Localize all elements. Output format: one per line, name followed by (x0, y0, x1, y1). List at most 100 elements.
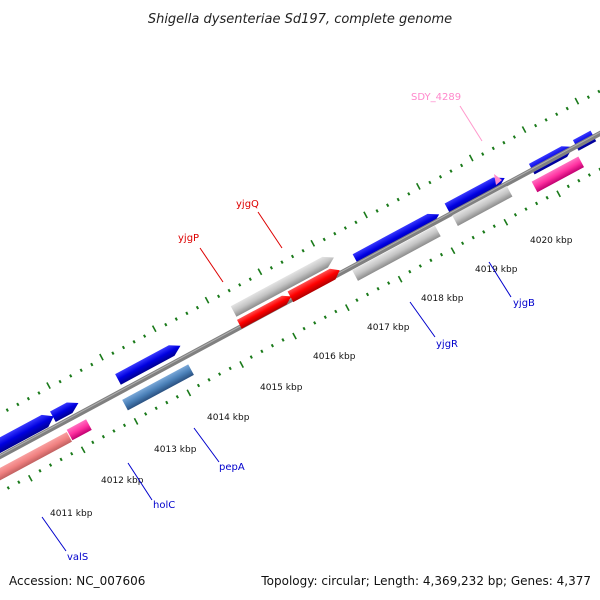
minor-tick (175, 395, 179, 399)
minor-tick (438, 175, 443, 179)
gene-feature-pink[interactable] (66, 419, 92, 441)
minor-tick (144, 412, 148, 416)
gene-label-yjgR[interactable]: yjgR (436, 339, 458, 350)
kbp-label-4015: 4015 kbp (260, 383, 303, 393)
minor-tick (449, 169, 453, 173)
gene-label-yjgP[interactable]: yjgP (178, 233, 199, 244)
kbp-label-4011: 4011 kbp (50, 509, 93, 519)
minor-tick (165, 400, 169, 405)
minor-tick (301, 248, 305, 253)
major-tick (80, 446, 86, 454)
kbp-label-4018: 4018 kbp (421, 294, 464, 304)
gene-label-holC[interactable]: holC (153, 500, 175, 511)
minor-tick (90, 362, 94, 367)
minor-tick (386, 203, 390, 208)
gene-feature-gray[interactable] (230, 252, 337, 317)
minor-tick (313, 321, 317, 325)
minor-tick (290, 254, 295, 259)
gene-label-SDY_4289[interactable]: SDY_4289 (411, 92, 461, 103)
gene-feature-gray[interactable] (352, 225, 441, 281)
major-tick (503, 218, 509, 226)
minor-tick (101, 434, 105, 439)
minor-tick (491, 146, 495, 151)
minor-tick (343, 226, 347, 230)
SDY_4289-marker[interactable] (494, 174, 502, 185)
gene-feature-red[interactable] (287, 265, 343, 303)
minor-tick (217, 294, 221, 299)
minor-tick (17, 480, 21, 484)
kbp-label-group: 4011 kbp 4012 kbp 4013 kbp 4014 kbp 4015… (50, 236, 573, 519)
leader-yjgP (199, 247, 224, 283)
minor-tick (91, 440, 95, 445)
minor-tick (323, 315, 327, 319)
major-tick (415, 182, 421, 190)
map-title: Shigella dysenteriae Sd197, complete gen… (148, 12, 452, 27)
gene-feature-red[interactable] (236, 292, 294, 329)
minor-tick (534, 123, 538, 128)
gene-leader-lines (41, 105, 512, 552)
kbp-label-4013: 4013 kbp (154, 445, 197, 455)
minor-tick (280, 260, 284, 264)
major-tick (363, 211, 368, 219)
gene-feature-blue[interactable] (444, 173, 508, 215)
minor-tick (164, 322, 168, 327)
minor-tick (238, 283, 242, 287)
minor-tick (460, 163, 464, 168)
minor-tick (58, 379, 62, 384)
major-tick (46, 382, 51, 389)
gene-feature-salmon[interactable] (0, 431, 72, 491)
minor-tick (260, 349, 264, 354)
gene-label-pepA[interactable]: pepA (219, 462, 245, 473)
kbp-label-4019: 4019 kbp (475, 265, 518, 275)
kbp-label-4014: 4014 kbp (207, 413, 250, 423)
major-tick (27, 474, 33, 482)
gene-track (0, 114, 600, 491)
minor-tick (69, 374, 73, 378)
minor-tick (461, 241, 465, 246)
minor-tick (429, 258, 433, 263)
gene-feature-blue[interactable] (352, 209, 442, 265)
minor-tick (545, 195, 549, 200)
minor-tick (48, 463, 53, 467)
minor-tick (492, 224, 496, 228)
minor-tick (355, 298, 359, 302)
minor-tick (249, 355, 253, 359)
major-tick (239, 361, 245, 368)
major-tick (99, 353, 104, 361)
minor-tick (111, 351, 115, 355)
minor-tick (566, 184, 570, 189)
kbp-label-4020: 4020 kbp (530, 236, 573, 246)
coordinate-ticks (5, 89, 600, 490)
minor-tick (482, 230, 486, 234)
minor-tick (524, 207, 528, 211)
minor-tick (59, 457, 63, 462)
gene-label-valS[interactable]: valS (67, 552, 88, 563)
leader-pepA (193, 427, 220, 463)
gene-feature-blue[interactable] (0, 410, 57, 458)
minor-tick (112, 429, 116, 433)
minor-tick (365, 292, 370, 297)
major-tick (521, 126, 527, 133)
minor-tick (586, 95, 590, 99)
minor-tick (228, 366, 232, 371)
gene-feature-blue[interactable] (115, 340, 183, 385)
gene-feature-steel[interactable] (122, 364, 194, 411)
major-tick (186, 389, 192, 397)
gene-feature-pink[interactable] (531, 156, 585, 193)
minor-tick (270, 343, 274, 348)
minor-tick (375, 209, 379, 213)
major-tick (450, 247, 456, 255)
gene-feature-gray[interactable] (452, 185, 513, 226)
major-tick (397, 275, 403, 283)
leader-yjgQ (257, 211, 283, 249)
minor-tick (174, 317, 178, 321)
minor-tick (218, 372, 222, 376)
gene-label-yjgQ[interactable]: yjgQ (236, 199, 259, 210)
leader-valS (41, 516, 67, 552)
gene-label-yjgB[interactable]: yjgB (513, 298, 535, 309)
gene-feature-blue[interactable] (50, 398, 81, 423)
major-tick (574, 97, 580, 105)
minor-tick (396, 197, 400, 202)
